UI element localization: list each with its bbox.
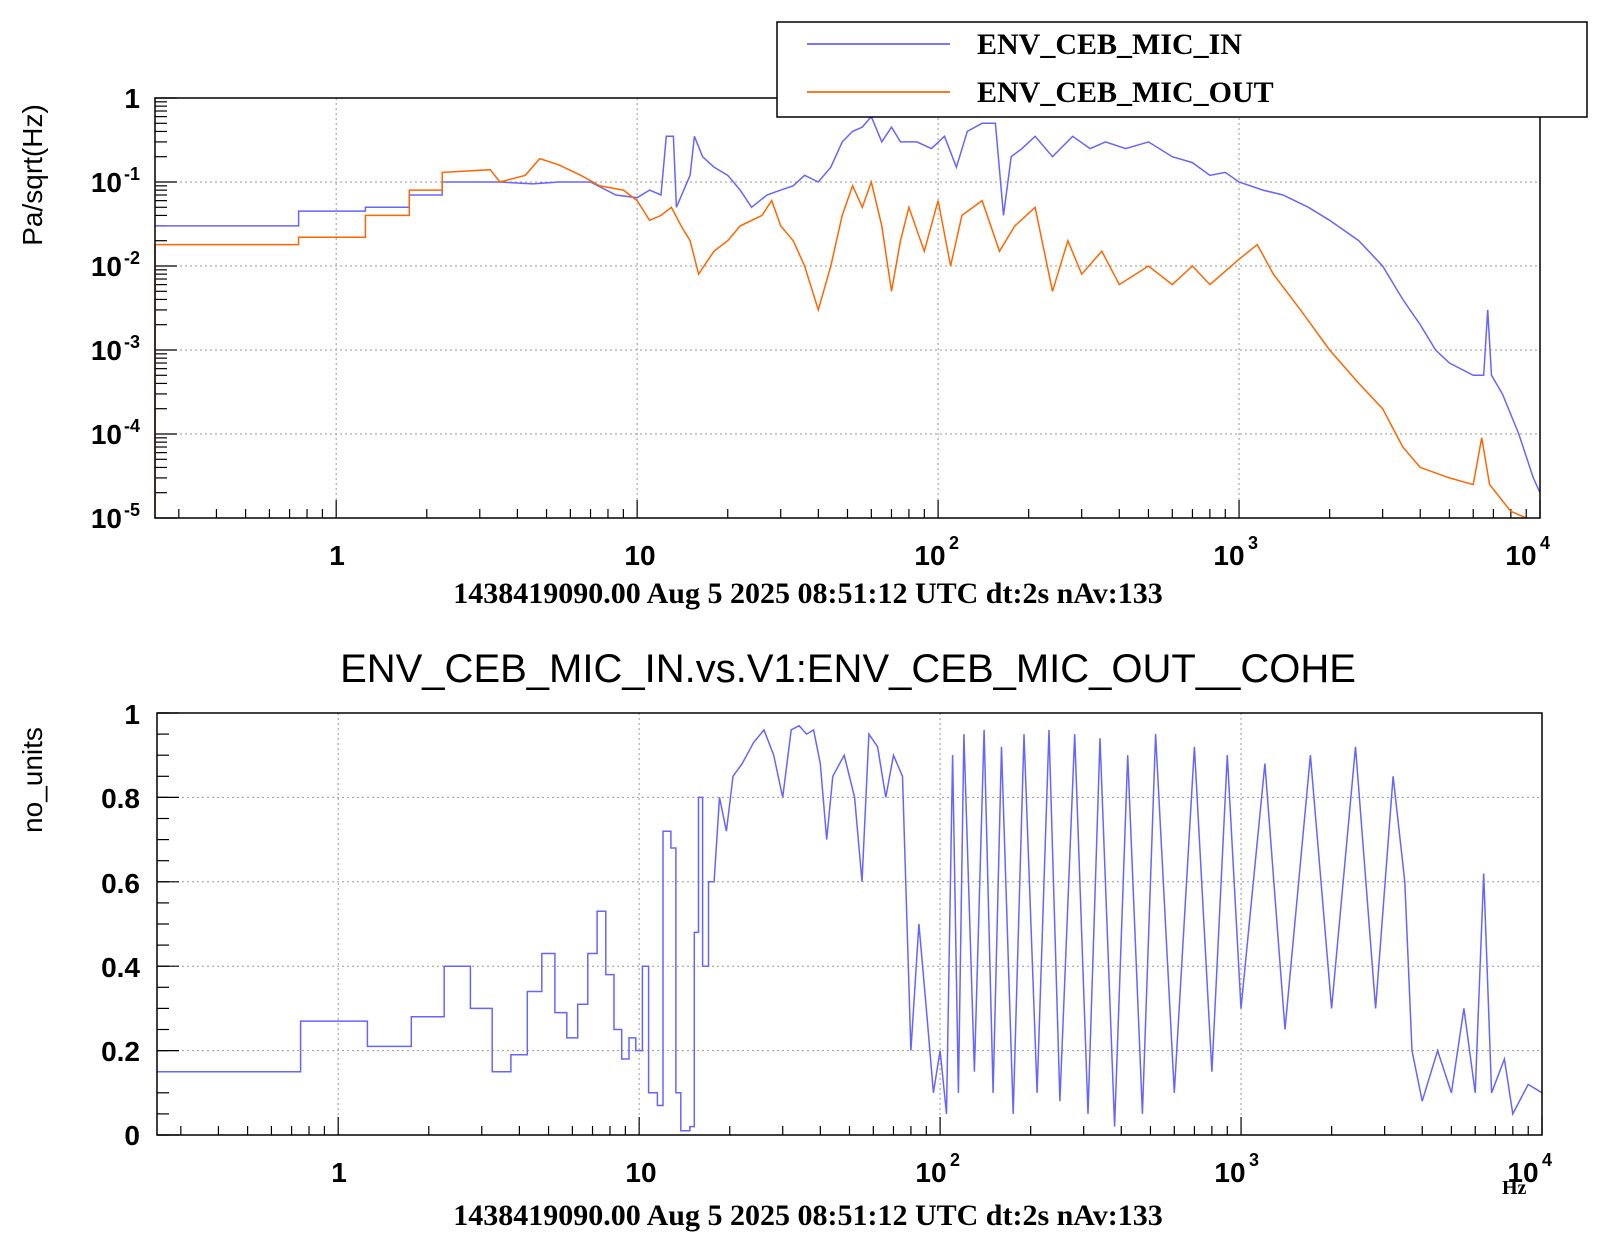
bottom-x-tick-label: 10 [1507, 1157, 1538, 1188]
top-y-tick-exp: -5 [124, 500, 140, 520]
top-x-tick-exp: 2 [949, 533, 959, 553]
bottom-plot-frame [156, 712, 1543, 1136]
top-y-tick-labels: 1 10 -1 10 -2 10 -3 10 -4 10 -5 [91, 83, 140, 534]
bottom-x-tick-label: 1 [331, 1157, 347, 1188]
top-series-group [154, 115, 1541, 519]
top-plot-frame [154, 97, 1541, 519]
top-y-tick-label: 10 [91, 419, 122, 450]
bottom-x-tick-labels: 1 10 10 2 10 3 10 4 [331, 1150, 1552, 1188]
bottom-x-tick-label: 10 [625, 1157, 656, 1188]
top-x-tick-exp: 3 [1248, 533, 1258, 553]
top-series-mic-in [155, 115, 1541, 494]
bottom-x-unit-label: Hz [1502, 1177, 1527, 1199]
top-y-tick-exp: -4 [124, 416, 140, 436]
bottom-x-tick-exp: 2 [950, 1150, 960, 1170]
bottom-time-stamp: 1438419090.00 Aug 5 2025 08:51:12 UTC dt… [453, 1199, 1162, 1232]
bottom-panel: ENV_CEB_MIC_IN.vs.V1:ENV_CEB_MIC_OUT__CO… [17, 647, 1552, 1232]
top-x-tick-label: 10 [914, 540, 945, 571]
legend-box [776, 21, 1588, 118]
legend-label-mic-out: ENV_CEB_MIC_OUT [977, 76, 1274, 109]
top-panel: 1 10 -1 10 -2 10 -3 10 -4 10 -5 1 10 10 … [17, 21, 1588, 610]
top-minor-ticks [155, 97, 1541, 519]
top-time-stamp: 1438419090.00 Aug 5 2025 08:51:12 UTC dt… [453, 577, 1162, 610]
bottom-y-tick-label: 1 [124, 699, 140, 730]
top-y-tick-label: 10 [91, 167, 122, 198]
top-x-tick-label: 1 [329, 540, 345, 571]
bottom-plot-title: ENV_CEB_MIC_IN.vs.V1:ENV_CEB_MIC_OUT__CO… [340, 647, 1356, 691]
top-x-tick-label: 10 [1505, 540, 1536, 571]
bottom-y-tick-label: 0.6 [101, 868, 140, 899]
top-y-tick-exp: -1 [124, 164, 140, 184]
top-grid [155, 98, 1540, 518]
top-y-tick-label: 1 [124, 83, 140, 114]
bottom-grid [157, 713, 1542, 1135]
top-y-tick-label: 10 [91, 251, 122, 282]
legend-label-mic-in: ENV_CEB_MIC_IN [977, 28, 1242, 61]
bottom-series-coherence [157, 724, 1543, 1132]
top-y-tick-label: 10 [91, 335, 122, 366]
bottom-y-tick-labels: 0 0.2 0.4 0.6 0.8 1 [101, 699, 140, 1151]
top-series-mic-out [154, 157, 1527, 519]
top-x-tick-exp: 4 [1540, 533, 1550, 553]
top-y-tick-exp: -2 [124, 248, 140, 268]
top-y-axis-title: Pa/sqrt(Hz) [17, 104, 48, 246]
top-x-tick-label: 10 [624, 540, 655, 571]
bottom-x-tick-exp: 3 [1249, 1150, 1259, 1170]
bottom-y-tick-label: 0.8 [101, 783, 140, 814]
bottom-x-tick-label: 10 [915, 1157, 946, 1188]
top-x-tick-label: 10 [1213, 540, 1244, 571]
bottom-y-tick-label: 0.2 [101, 1036, 140, 1067]
bottom-y-axis-title: no_units [17, 727, 48, 833]
bottom-y-tick-label: 0.4 [101, 952, 140, 983]
top-y-tick-exp: -3 [124, 332, 140, 352]
bottom-x-tick-label: 10 [1214, 1157, 1245, 1188]
bottom-y-tick-label: 0 [124, 1120, 140, 1151]
top-x-tick-labels: 1 10 10 2 10 3 10 4 [329, 533, 1550, 571]
bottom-x-tick-exp: 4 [1542, 1150, 1552, 1170]
top-y-tick-label: 10 [91, 503, 122, 534]
top-legend: ENV_CEB_MIC_IN ENV_CEB_MIC_OUT [776, 21, 1588, 118]
bottom-series-group [157, 724, 1543, 1132]
